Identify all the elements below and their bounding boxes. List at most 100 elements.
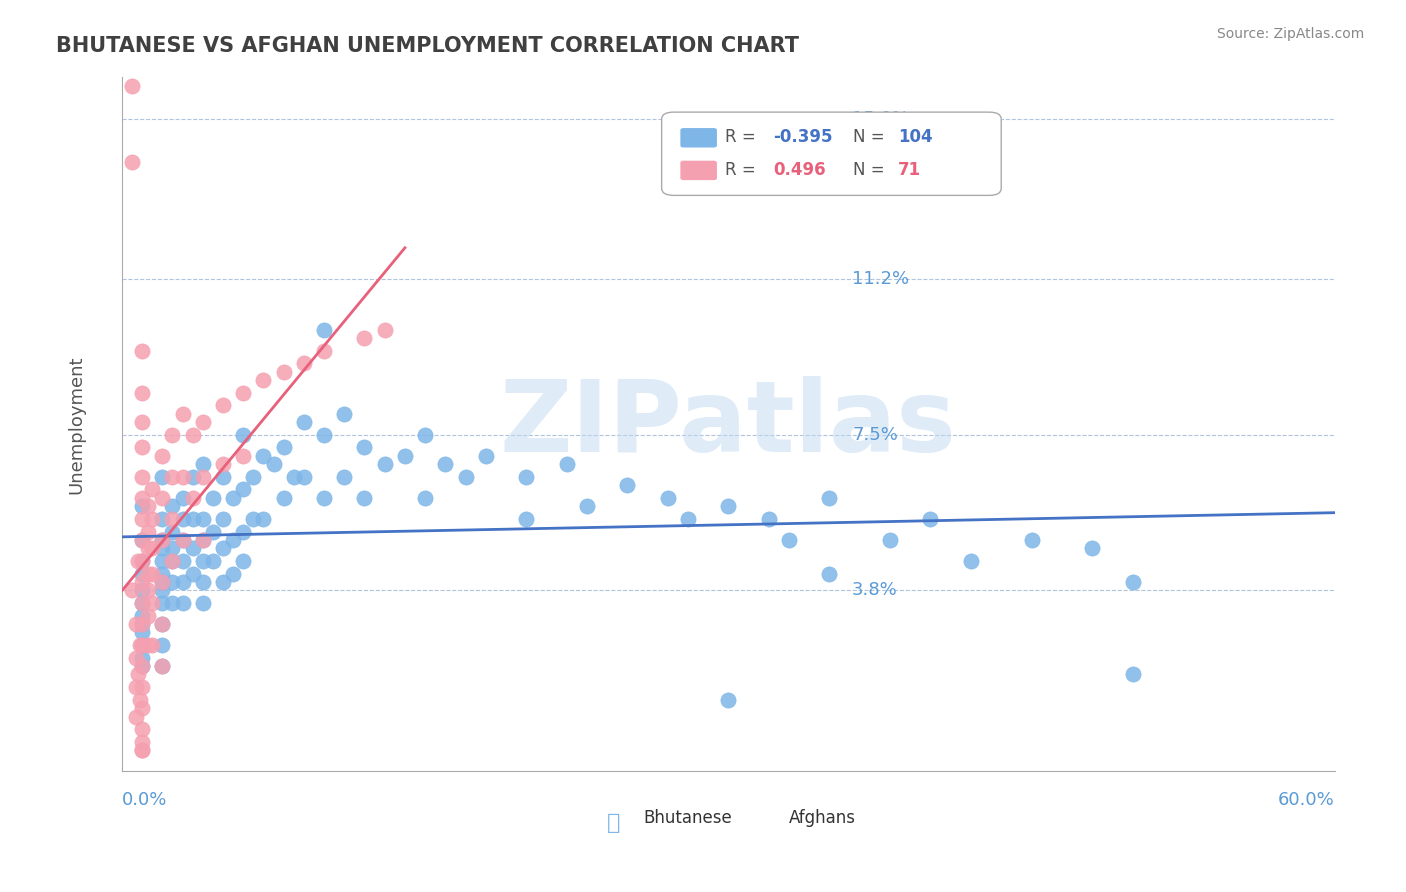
Point <box>172 470 194 484</box>
Point <box>181 470 204 484</box>
Point <box>191 533 214 547</box>
Text: -0.395: -0.395 <box>773 128 832 146</box>
Text: 60.0%: 60.0% <box>1278 790 1334 809</box>
Point <box>131 554 153 568</box>
Point <box>131 491 153 505</box>
Point <box>150 617 173 632</box>
Point <box>191 512 214 526</box>
Point <box>150 470 173 484</box>
Point <box>150 554 173 568</box>
Point <box>150 574 173 589</box>
Point <box>136 541 159 556</box>
Point <box>150 533 173 547</box>
FancyBboxPatch shape <box>681 161 716 179</box>
Text: R =: R = <box>724 128 761 146</box>
Point <box>242 470 264 484</box>
Point <box>212 457 235 471</box>
Point <box>150 512 173 526</box>
Point <box>191 457 214 471</box>
Point <box>353 491 375 505</box>
Text: BHUTANESE VS AFGHAN UNEMPLOYMENT CORRELATION CHART: BHUTANESE VS AFGHAN UNEMPLOYMENT CORRELA… <box>56 36 799 55</box>
Point <box>920 512 942 526</box>
Point <box>121 154 143 169</box>
Point <box>1081 541 1104 556</box>
Point <box>413 427 436 442</box>
Point <box>212 541 235 556</box>
Point <box>232 427 254 442</box>
Point <box>374 323 396 337</box>
Point <box>131 500 153 514</box>
Point <box>454 470 477 484</box>
Point <box>150 583 173 598</box>
Point <box>172 554 194 568</box>
Point <box>172 533 194 547</box>
Text: Source: ZipAtlas.com: Source: ZipAtlas.com <box>1216 27 1364 41</box>
Point <box>778 533 800 547</box>
Text: ZIPatlas: ZIPatlas <box>501 376 956 473</box>
Point <box>141 638 163 652</box>
Point <box>475 449 498 463</box>
Point <box>818 566 841 581</box>
Point <box>131 583 153 598</box>
Point <box>162 500 184 514</box>
Text: N =: N = <box>853 128 890 146</box>
Point <box>131 608 153 623</box>
FancyBboxPatch shape <box>751 805 782 822</box>
Point <box>162 596 184 610</box>
Point <box>263 457 285 471</box>
Point <box>555 457 578 471</box>
Point <box>333 407 356 421</box>
Text: N =: N = <box>853 161 890 178</box>
Point <box>181 427 204 442</box>
Point <box>136 638 159 652</box>
Point <box>1021 533 1043 547</box>
Point <box>172 533 194 547</box>
Point <box>252 373 274 387</box>
Point <box>162 554 184 568</box>
Point <box>374 457 396 471</box>
Point <box>292 470 315 484</box>
Text: 71: 71 <box>898 161 921 178</box>
Point <box>191 415 214 429</box>
Point <box>394 449 416 463</box>
Text: 0.0%: 0.0% <box>122 790 167 809</box>
Point <box>312 323 335 337</box>
Point <box>273 441 295 455</box>
Point <box>717 500 740 514</box>
Text: 15.0%: 15.0% <box>852 111 910 128</box>
Text: R =: R = <box>724 161 761 178</box>
Point <box>127 554 149 568</box>
Point <box>150 638 173 652</box>
Point <box>125 680 148 694</box>
Text: ⬜: ⬜ <box>607 813 620 833</box>
Text: Afghans: Afghans <box>789 809 856 828</box>
Point <box>150 574 173 589</box>
Point <box>162 427 184 442</box>
Point <box>575 500 598 514</box>
Point <box>1122 667 1144 681</box>
Point <box>222 566 245 581</box>
Point <box>131 743 153 757</box>
Point <box>676 512 699 526</box>
Point <box>131 533 153 547</box>
Point <box>172 512 194 526</box>
Point <box>242 512 264 526</box>
Point <box>191 470 214 484</box>
Point <box>129 638 152 652</box>
Point <box>150 533 173 547</box>
Point <box>131 659 153 673</box>
Point <box>131 680 153 694</box>
Point <box>136 524 159 539</box>
Point <box>131 533 153 547</box>
Point <box>131 617 153 632</box>
Point <box>162 524 184 539</box>
Point <box>232 385 254 400</box>
Point <box>141 512 163 526</box>
Point <box>232 554 254 568</box>
Point <box>129 692 152 706</box>
FancyBboxPatch shape <box>662 112 1001 195</box>
Point <box>150 541 173 556</box>
Point <box>657 491 679 505</box>
Point <box>717 692 740 706</box>
Point <box>232 483 254 497</box>
